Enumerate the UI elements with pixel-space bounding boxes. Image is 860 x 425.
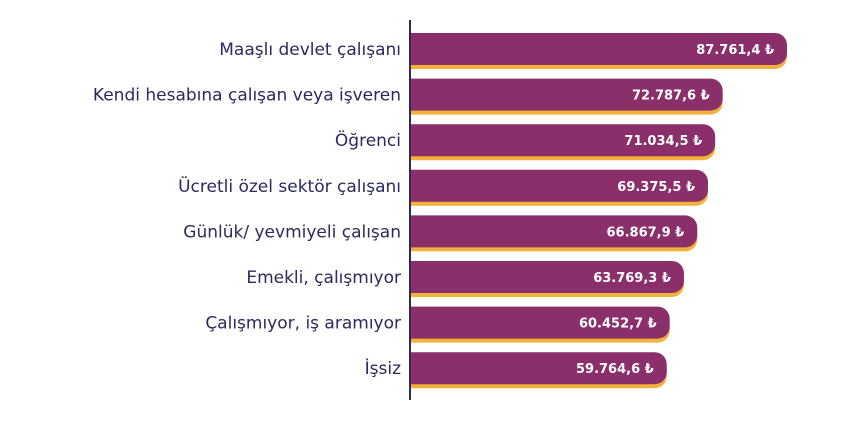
bar bbox=[410, 33, 787, 65]
category-label: Çalışmıyor, iş aramıyor bbox=[205, 314, 401, 334]
value-label: 69.375,5 ₺ bbox=[617, 180, 695, 195]
bar bbox=[410, 215, 698, 248]
value-label: 63.769,3 ₺ bbox=[593, 271, 671, 286]
value-label: 60.452,7 ₺ bbox=[579, 317, 657, 332]
category-label: Günlük/ yevmiyeli çalışan bbox=[183, 222, 401, 242]
bar bbox=[410, 352, 667, 385]
bar bbox=[410, 169, 709, 202]
category-label: İşsiz bbox=[365, 358, 401, 379]
category-label: Maaşlı devlet çalışanı bbox=[219, 40, 401, 60]
category-label: Kendi hesabına çalışan veya işveren bbox=[93, 86, 401, 106]
category-label: Öğrenci bbox=[335, 129, 401, 151]
bar bbox=[410, 124, 716, 157]
value-label: 71.034,5 ₺ bbox=[624, 134, 702, 149]
category-label: Emekli, çalışmıyor bbox=[246, 268, 401, 288]
value-label: 66.867,9 ₺ bbox=[607, 225, 685, 240]
bar bbox=[410, 306, 670, 339]
value-label: 87.761,4 ₺ bbox=[696, 43, 774, 58]
bar bbox=[410, 261, 684, 293]
bar bbox=[410, 78, 723, 111]
value-label: 59.764,6 ₺ bbox=[576, 362, 654, 377]
category-label: Ücretli özel sektör çalışanı bbox=[178, 175, 401, 197]
value-label: 72.787,6 ₺ bbox=[632, 89, 710, 104]
